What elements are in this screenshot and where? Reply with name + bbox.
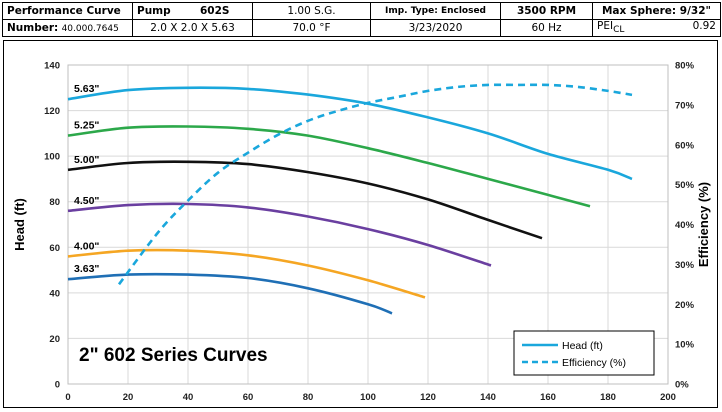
impeller-diameter-label: 5.25" — [74, 120, 99, 132]
number-label: Number: — [7, 22, 59, 34]
legend-box — [513, 330, 655, 376]
x-tick-label: 180 — [600, 392, 616, 403]
x-tick-label: 40 — [183, 392, 194, 403]
pump-size: 2.0 X 2.0 X 5.63 — [132, 19, 253, 37]
head-curve-363 — [67, 272, 393, 315]
efficiency-curve — [117, 83, 633, 286]
impeller-diameter-label: 5.63" — [74, 83, 99, 95]
pump-cell: Pump 602S — [132, 2, 253, 20]
impeller-diameter-label: 3.63" — [74, 263, 99, 275]
impeller-type: Imp. Type: Enclosed — [370, 2, 501, 20]
y-tick-label: 120 — [44, 106, 60, 117]
number-value: 40.000.7645 — [61, 24, 119, 34]
impeller-diameter-label: 5.00" — [74, 154, 99, 166]
pei-label: PEI — [597, 20, 614, 33]
y2-tick-label: 30% — [675, 260, 695, 271]
pei-subscript: CL — [613, 25, 625, 36]
y-axis-title: Head (ft) — [12, 198, 27, 251]
frequency: 60 Hz — [500, 19, 593, 37]
x-tick-label: 200 — [660, 392, 676, 403]
head-curve-525 — [67, 125, 591, 208]
y2-tick-label: 0% — [675, 380, 689, 391]
rpm: 3500 RPM — [500, 2, 593, 20]
curve-date: 3/23/2020 — [370, 19, 501, 37]
y-tick-label: 40 — [49, 288, 60, 299]
x-tick-label: 0 — [65, 392, 70, 403]
head-curve-400 — [67, 248, 426, 299]
x-tick-label: 60 — [243, 392, 254, 403]
temperature: 70.0 °F — [252, 19, 371, 37]
x-tick-label: 160 — [540, 392, 556, 403]
x-tick-label: 100 — [360, 392, 376, 403]
legend-efficiency-label: Efficiency (%) — [562, 357, 626, 369]
y2-tick-label: 50% — [675, 180, 695, 191]
y-tick-label: 60 — [49, 243, 60, 254]
y-tick-label: 100 — [44, 152, 60, 163]
axis-layer: 0 20 40 60 80 100 120 140 0% 10% 20% 30% 40% 50% 60% 70… — [44, 61, 694, 404]
pump-model: 602S — [199, 5, 230, 17]
y2-tick-label: 10% — [675, 340, 695, 351]
number-cell: Number: 40.000.7645 — [2, 19, 133, 37]
performance-curve-title: Performance Curve — [2, 2, 133, 20]
y2-tick-label: 20% — [675, 300, 695, 311]
header-row-2: Number: 40.000.7645 2.0 X 2.0 X 5.63 70.… — [2, 19, 721, 37]
x-tick-label: 120 — [420, 392, 436, 403]
header-row-1: Performance Curve Pump 602S 1.00 S.G. Im… — [2, 2, 721, 20]
x-tick-label: 20 — [123, 392, 134, 403]
y-tick-label: 20 — [49, 334, 60, 345]
head-curve-500 — [67, 160, 543, 240]
y2-axis-title: Efficiency (%) — [696, 182, 711, 267]
head-curve-450 — [67, 202, 492, 267]
specific-gravity: 1.00 S.G. — [252, 2, 371, 20]
y2-tick-label: 70% — [675, 100, 695, 111]
pei-value: 0.92 — [692, 20, 716, 33]
y-tick-label: 0 — [55, 380, 60, 391]
chart-title: 2" 602 Series Curves — [79, 345, 268, 366]
pei-cell: PEICL 0.92 — [592, 19, 721, 37]
head-curve-563 — [67, 86, 633, 181]
plot-border — [67, 64, 669, 385]
performance-header-table: Performance Curve Pump 602S 1.00 S.G. Im… — [2, 2, 721, 37]
curve-label-layer: 5.63" 5.25" 5.00" 4.50" 4.00" 3.63" — [74, 83, 99, 275]
y2-tick-label: 60% — [675, 140, 695, 151]
series-layer — [67, 83, 633, 315]
grid-layer — [67, 64, 669, 385]
impeller-diameter-label: 4.50" — [74, 195, 99, 207]
legend-head-label: Head (ft) — [562, 340, 603, 352]
legend: Head (ft) Efficiency (%) — [513, 330, 655, 376]
performance-chart: 0 20 40 60 80 100 120 140 0% 10% 20% 30% 40% 50% 60% 70… — [12, 61, 711, 404]
pump-label: Pump — [137, 5, 171, 17]
x-tick-label: 140 — [480, 392, 496, 403]
max-sphere: Max Sphere: 9/32" — [592, 2, 721, 20]
impeller-diameter-label: 4.00" — [74, 240, 99, 252]
pei-label-wrap: PEICL — [597, 20, 625, 36]
chart-frame: 0 20 40 60 80 100 120 140 0% 10% 20% 30% 40% 50% 60% 70… — [3, 40, 718, 408]
y-tick-label: 80 — [49, 197, 60, 208]
y2-tick-label: 80% — [675, 61, 695, 72]
y2-tick-label: 40% — [675, 220, 695, 231]
y-tick-label: 140 — [44, 61, 60, 72]
x-tick-label: 80 — [303, 392, 314, 403]
